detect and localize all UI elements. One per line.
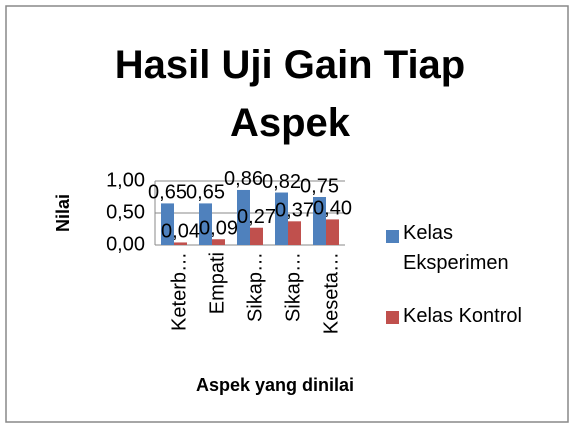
y-axis-title: Nilai bbox=[53, 194, 73, 232]
x-tick-label: Sikap… bbox=[282, 252, 304, 322]
value-label: 0,65 bbox=[186, 182, 225, 204]
chart-title: Hasil Uji Gain Tiap Aspek bbox=[114, 43, 466, 145]
x-tick-label: Keterb… bbox=[168, 252, 190, 331]
x-axis-title: Aspek yang dinilai bbox=[196, 375, 354, 395]
y-tick-label: 1,00 bbox=[106, 169, 145, 191]
bar bbox=[161, 203, 174, 245]
x-tick-label: Sikap… bbox=[244, 252, 266, 322]
bar bbox=[326, 219, 339, 245]
bar bbox=[288, 221, 301, 245]
bar bbox=[275, 192, 288, 245]
x-tick-label: Keseta… bbox=[320, 252, 342, 334]
bar bbox=[174, 242, 187, 245]
y-tick-label: 0,50 bbox=[106, 201, 145, 223]
value-label: 0,37 bbox=[275, 200, 314, 222]
y-tick-label: 0,00 bbox=[106, 233, 145, 255]
legend-swatch bbox=[386, 311, 399, 324]
value-label: 0,04 bbox=[161, 221, 200, 243]
value-label: 0,09 bbox=[199, 218, 238, 240]
legend-swatch bbox=[386, 230, 399, 243]
bar bbox=[199, 203, 212, 245]
bar bbox=[237, 189, 250, 245]
value-label: 0,82 bbox=[262, 171, 301, 193]
value-label: 0,27 bbox=[237, 206, 276, 228]
legend-label: Kelas Kontrol bbox=[403, 305, 522, 327]
bar bbox=[250, 227, 263, 245]
x-tick-label: Empati bbox=[206, 252, 228, 314]
bar bbox=[212, 239, 225, 245]
value-label: 0,75 bbox=[300, 175, 339, 197]
value-label: 0,86 bbox=[224, 168, 263, 190]
bar bbox=[313, 197, 326, 245]
value-label: 0,65 bbox=[148, 182, 187, 204]
value-label: 0,40 bbox=[313, 198, 352, 220]
legend-label: Kelas Eksperimen bbox=[403, 222, 509, 274]
